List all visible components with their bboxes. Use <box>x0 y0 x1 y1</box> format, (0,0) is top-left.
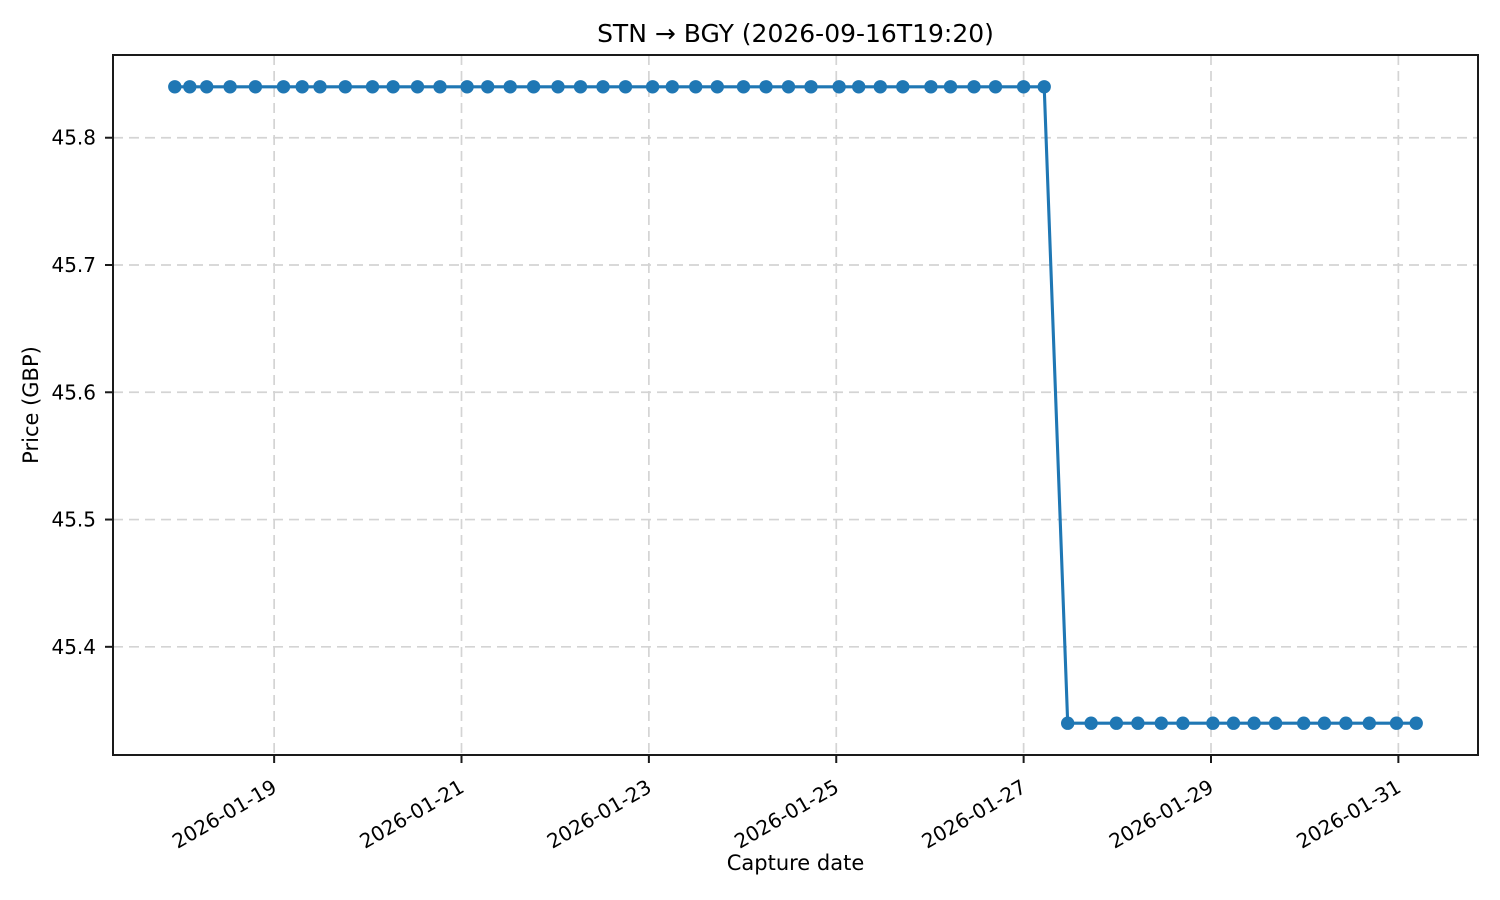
data-point-marker <box>1037 80 1051 94</box>
data-point-marker <box>200 80 214 94</box>
data-point-marker <box>460 80 474 94</box>
data-point-marker <box>781 80 796 94</box>
data-point-marker <box>832 80 846 94</box>
data-point-marker <box>481 80 495 94</box>
data-point-marker <box>1409 716 1423 730</box>
chart-title: STN → BGY (2026-09-16T19:20) <box>597 19 994 48</box>
y-tick-label: 45.8 <box>51 126 96 150</box>
data-point-marker <box>1247 716 1261 730</box>
data-point-marker <box>1206 716 1220 730</box>
y-tick-label: 45.6 <box>51 380 96 404</box>
x-tick-label: 2026-01-31 <box>1292 775 1405 854</box>
data-point-marker <box>503 80 517 94</box>
data-point-marker <box>759 80 773 94</box>
y-tick-label: 45.4 <box>51 635 96 659</box>
data-point-marker <box>1061 716 1075 730</box>
data-point-marker <box>365 80 380 94</box>
data-point-marker <box>852 80 866 94</box>
data-point-marker <box>551 80 565 94</box>
data-point-marker <box>248 80 263 94</box>
data-point-marker <box>1016 80 1031 94</box>
x-tick-label: 2026-01-29 <box>1105 775 1218 854</box>
data-point-marker <box>689 80 703 94</box>
data-point-marker <box>967 80 981 94</box>
y-tick-label: 45.5 <box>51 508 96 532</box>
data-point-marker <box>168 80 182 94</box>
data-point-marker <box>665 80 679 94</box>
data-point-marker <box>526 80 541 94</box>
data-point-marker <box>1362 716 1377 730</box>
data-point-marker <box>618 80 633 94</box>
x-axis-label: Capture date <box>726 851 865 875</box>
data-point-marker <box>313 80 327 94</box>
data-point-marker <box>338 80 352 94</box>
data-point-marker <box>1317 716 1332 730</box>
data-point-marker <box>183 80 197 94</box>
data-point-marker <box>896 80 910 94</box>
data-point-marker <box>804 80 818 94</box>
data-point-marker <box>1176 716 1190 730</box>
data-point-marker <box>710 80 724 94</box>
data-point-marker <box>386 80 400 94</box>
data-point-marker <box>1154 716 1169 730</box>
data-point-marker <box>1226 716 1241 730</box>
data-point-marker <box>1131 716 1145 730</box>
y-tick-label: 45.7 <box>51 253 96 277</box>
data-point-marker <box>295 80 309 94</box>
price-line-series <box>173 85 1418 725</box>
x-tick-label: 2026-01-21 <box>355 775 468 854</box>
data-point-marker <box>645 80 660 94</box>
data-point-marker <box>276 80 291 94</box>
x-tick-label: 2026-01-27 <box>917 775 1030 854</box>
data-point-marker <box>924 80 938 94</box>
data-point-marker <box>410 80 425 94</box>
axes-border <box>112 54 1479 756</box>
data-point-marker <box>1339 716 1353 730</box>
x-tick-label: 2026-01-23 <box>543 775 656 854</box>
data-point-marker <box>1268 716 1283 730</box>
data-point-marker <box>223 80 237 94</box>
data-point-marker <box>988 80 1003 94</box>
data-point-marker <box>736 80 751 94</box>
data-point-marker <box>1109 716 1124 730</box>
data-point-marker <box>596 80 610 94</box>
data-point-marker <box>1084 716 1098 730</box>
data-point-marker <box>1297 716 1311 730</box>
data-point-marker <box>433 80 447 94</box>
data-point-marker <box>1389 716 1404 730</box>
data-point-marker <box>573 80 588 94</box>
x-tick-label: 2026-01-19 <box>168 775 281 854</box>
x-tick-label: 2026-01-25 <box>730 775 843 854</box>
data-point-marker <box>873 80 887 94</box>
data-point-marker <box>943 80 958 94</box>
